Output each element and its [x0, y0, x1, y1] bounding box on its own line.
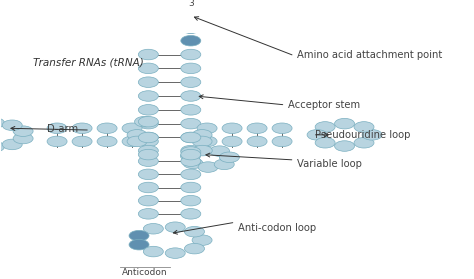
Circle shape — [315, 138, 335, 148]
Circle shape — [354, 138, 374, 148]
Circle shape — [181, 149, 201, 160]
Circle shape — [181, 77, 201, 87]
Circle shape — [192, 136, 212, 147]
Circle shape — [138, 116, 158, 127]
Circle shape — [222, 123, 242, 134]
Circle shape — [165, 222, 185, 232]
Circle shape — [138, 118, 158, 129]
Circle shape — [47, 136, 67, 147]
Circle shape — [127, 136, 147, 147]
Circle shape — [181, 118, 201, 129]
Circle shape — [181, 91, 201, 101]
Circle shape — [138, 91, 158, 101]
Circle shape — [138, 145, 158, 156]
Text: Transfer RNAs (tRNA): Transfer RNAs (tRNA) — [33, 57, 144, 67]
Circle shape — [72, 136, 92, 147]
Circle shape — [138, 132, 158, 143]
Circle shape — [129, 230, 149, 241]
Circle shape — [247, 123, 267, 134]
Circle shape — [138, 182, 158, 193]
Circle shape — [335, 118, 355, 129]
Text: 3: 3 — [188, 0, 194, 8]
Circle shape — [272, 136, 292, 147]
Circle shape — [143, 246, 164, 257]
Circle shape — [138, 49, 158, 60]
Circle shape — [47, 123, 67, 134]
Circle shape — [138, 195, 158, 206]
Circle shape — [138, 156, 158, 167]
Circle shape — [210, 146, 229, 157]
Circle shape — [315, 122, 335, 132]
Circle shape — [198, 162, 218, 172]
Circle shape — [222, 136, 242, 147]
Circle shape — [138, 209, 158, 219]
Circle shape — [181, 10, 201, 21]
Circle shape — [181, 23, 201, 33]
Text: Variable loop: Variable loop — [297, 158, 362, 169]
Text: Acceptor stem: Acceptor stem — [288, 100, 360, 110]
Circle shape — [138, 149, 158, 160]
Circle shape — [247, 136, 267, 147]
Text: Amino acid attachment point: Amino acid attachment point — [297, 50, 442, 60]
Circle shape — [307, 129, 327, 140]
Circle shape — [0, 141, 5, 152]
Circle shape — [272, 123, 292, 134]
Circle shape — [362, 129, 382, 140]
Circle shape — [354, 122, 374, 132]
Circle shape — [72, 123, 92, 134]
Circle shape — [13, 133, 33, 144]
Circle shape — [0, 118, 5, 128]
Circle shape — [165, 248, 185, 258]
Text: D-arm: D-arm — [47, 124, 78, 134]
Circle shape — [181, 156, 201, 167]
Text: Anticodon: Anticodon — [122, 268, 167, 277]
Circle shape — [97, 136, 117, 147]
Circle shape — [181, 195, 201, 206]
Text: 5': 5' — [124, 124, 132, 133]
Text: Anti-codon loop: Anti-codon loop — [238, 223, 316, 233]
Circle shape — [181, 182, 201, 193]
Circle shape — [181, 35, 201, 46]
Circle shape — [181, 147, 201, 157]
Circle shape — [143, 223, 164, 234]
Text: Pseudouridine loop: Pseudouridine loop — [315, 130, 410, 140]
Circle shape — [13, 126, 33, 136]
Circle shape — [181, 105, 201, 115]
Circle shape — [138, 169, 158, 180]
Circle shape — [138, 63, 158, 74]
Circle shape — [138, 132, 158, 143]
Circle shape — [219, 152, 239, 163]
Circle shape — [197, 136, 217, 147]
Circle shape — [138, 77, 158, 87]
Circle shape — [129, 239, 149, 250]
Circle shape — [181, 63, 201, 74]
Circle shape — [138, 136, 158, 147]
Circle shape — [127, 129, 147, 140]
Circle shape — [192, 235, 212, 246]
Circle shape — [183, 158, 203, 169]
Circle shape — [335, 141, 355, 151]
Circle shape — [181, 209, 201, 219]
Circle shape — [122, 136, 142, 147]
Circle shape — [97, 123, 117, 134]
Circle shape — [192, 129, 212, 140]
Circle shape — [181, 151, 201, 161]
Circle shape — [135, 116, 155, 127]
Circle shape — [2, 120, 22, 131]
Circle shape — [181, 132, 201, 143]
Circle shape — [181, 169, 201, 180]
Circle shape — [197, 123, 217, 134]
Circle shape — [214, 159, 234, 170]
Circle shape — [192, 145, 212, 156]
Circle shape — [2, 139, 22, 150]
Circle shape — [122, 123, 142, 134]
Circle shape — [184, 243, 204, 254]
Circle shape — [181, 145, 201, 156]
Circle shape — [181, 49, 201, 60]
Circle shape — [184, 227, 204, 237]
Circle shape — [138, 105, 158, 115]
Circle shape — [181, 132, 201, 143]
